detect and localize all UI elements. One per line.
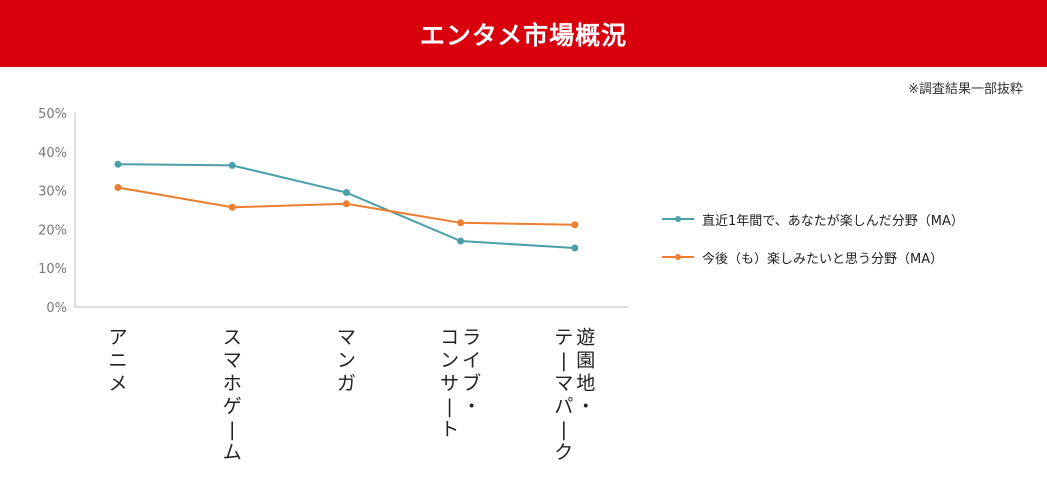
- x-category-label: ラ: [462, 327, 481, 349]
- x-category-label: 遊: [576, 327, 595, 349]
- x-category-label: マ: [337, 327, 356, 349]
- legend-marker-series-2: [662, 246, 694, 268]
- x-category-label: コ: [440, 327, 459, 349]
- y-tick-label: 10%: [38, 262, 67, 277]
- x-category-label: サ: [440, 373, 459, 395]
- x-category-label: メ: [108, 373, 127, 395]
- x-category-label: ゲ: [223, 396, 242, 418]
- x-category-label: ス: [223, 327, 242, 349]
- survey-note: ※調査結果一部抜粋: [908, 82, 1023, 97]
- legend-marker-series-1: [662, 208, 694, 230]
- y-tick-label: 50%: [38, 107, 67, 122]
- data-point: [342, 200, 350, 208]
- data-point: [228, 161, 236, 169]
- data-point: [457, 219, 465, 227]
- x-category-label: イ: [462, 350, 481, 372]
- x-category-label: ク: [554, 442, 573, 464]
- y-tick-label: 30%: [38, 185, 67, 200]
- x-category-label: ・: [576, 396, 595, 418]
- legend-label-series-1: 直近1年間で、あなたが楽しんだ分野（MA）: [702, 213, 964, 229]
- x-category-label: |: [561, 419, 567, 441]
- x-category-label: ン: [337, 350, 356, 372]
- x-category-label: ニ: [108, 350, 127, 372]
- data-point: [228, 203, 236, 211]
- x-category-label: マ: [554, 373, 573, 395]
- x-category-label: ブ: [462, 372, 481, 395]
- x-category-label: 地: [576, 373, 595, 395]
- legend-item-series-2: 今後（も）楽しみたいと思う分野（MA）: [662, 246, 964, 268]
- x-category-label: 園: [576, 350, 595, 372]
- x-category-label: ・: [462, 396, 481, 418]
- page-title: エンタメ市場概況: [419, 20, 628, 50]
- x-category-label: マ: [223, 350, 242, 372]
- y-tick-label: 40%: [38, 146, 67, 161]
- x-category-label: ガ: [337, 373, 356, 395]
- x-category-label: テ: [554, 327, 573, 349]
- x-category-label: ン: [440, 350, 459, 372]
- data-point: [342, 189, 350, 197]
- x-category-label: ホ: [223, 373, 242, 395]
- y-tick-label: 20%: [38, 223, 67, 238]
- data-point: [114, 183, 122, 191]
- legend-item-series-1: 直近1年間で、あなたが楽しんだ分野（MA）: [662, 208, 964, 230]
- x-category-label: |: [561, 350, 567, 372]
- x-category-label: パ: [554, 396, 573, 418]
- legend-label-series-2: 今後（も）楽しみたいと思う分野（MA）: [702, 251, 944, 267]
- x-category-label: ト: [440, 419, 459, 441]
- data-point: [114, 160, 122, 168]
- data-point: [571, 221, 579, 229]
- x-category-label: ム: [223, 442, 242, 464]
- x-category-label: |: [229, 419, 235, 441]
- x-category-label: |: [446, 396, 452, 418]
- chart-legend: 直近1年間で、あなたが楽しんだ分野（MA） 今後（も）楽しみたいと思う分野（MA…: [662, 208, 964, 268]
- y-tick-label: 0%: [46, 301, 67, 316]
- header-bar: エンタメ市場概況: [0, 0, 1047, 67]
- x-category-label: ア: [108, 327, 127, 349]
- data-point: [571, 244, 579, 252]
- data-point: [457, 237, 465, 245]
